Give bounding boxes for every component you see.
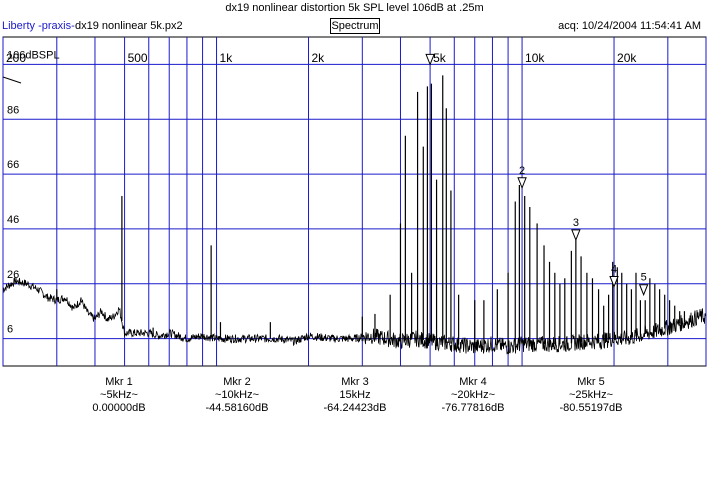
x-tick-label: 20k xyxy=(617,51,637,65)
x-tick-label: 500 xyxy=(128,51,148,65)
x-tick-label: 2k xyxy=(312,51,326,65)
y-tick-label: 86 xyxy=(7,104,19,116)
marker-readout-5: Mkr 5 ~25kHz~ -80.55197dB xyxy=(536,376,646,415)
x-tick-label: 1k xyxy=(220,51,234,65)
marker-name: Mkr 2 xyxy=(223,376,251,388)
y-tick-label: 46 xyxy=(7,214,19,226)
marker-readout-3: Mkr 3 15kHz -64.24423dB xyxy=(300,376,410,415)
marker-triangle xyxy=(517,177,527,190)
spectrum-plot: 200 500 1k 2k 5k 10k 20k 106dBSPL 86 66 46 26 6 2 3 4 5 xyxy=(2,36,707,367)
marker-name: Mkr 1 xyxy=(105,376,133,388)
y-tick-label: 106dBSPL xyxy=(7,49,60,61)
marker-frequency: ~5kHz~ xyxy=(100,389,138,401)
marker-label: 5 xyxy=(641,272,647,284)
y-tick-label: 66 xyxy=(7,159,19,171)
marker-label: 2 xyxy=(519,165,525,177)
marker-value: 0.00000dB xyxy=(92,402,146,414)
marker-frequency: 15kHz xyxy=(339,389,371,401)
marker-value: -80.55197dB xyxy=(559,402,623,414)
plot-frame xyxy=(2,36,707,367)
marker-name: Mkr 3 xyxy=(341,376,369,388)
marker-readout-4: Mkr 4 ~20kHz~ -76.77816dB xyxy=(418,376,528,415)
marker-triangle xyxy=(425,53,435,66)
x-tick-label: 5k xyxy=(433,51,447,65)
marker-label: 3 xyxy=(573,217,579,229)
reference-level-arrow xyxy=(2,76,22,84)
marker-label: 4 xyxy=(611,263,617,275)
file-name: dx19 nonlinear 5k.px2 xyxy=(75,20,183,32)
marker-readout-2: Mkr 2 ~10kHz~ -44.58160dB xyxy=(182,376,292,415)
app-name: Liberty -praxis- xyxy=(2,20,75,32)
chart-title: dx19 nonlinear distortion 5k SPL level 1… xyxy=(225,2,484,14)
acquisition-timestamp: acq: 10/24/2004 11:54:41 AM xyxy=(558,20,701,32)
marker-value: -76.77816dB xyxy=(441,402,505,414)
marker-triangle xyxy=(609,275,619,288)
spectrum-mode-button[interactable]: Spectrum xyxy=(330,18,380,34)
marker-triangle xyxy=(571,229,581,242)
marker-triangle xyxy=(638,284,649,297)
x-tick-label: 10k xyxy=(525,51,545,65)
marker-frequency: ~10kHz~ xyxy=(214,389,260,401)
spectrum-noise-floor xyxy=(2,276,707,355)
marker-frequency: ~20kHz~ xyxy=(450,389,496,401)
y-tick-label: 6 xyxy=(7,324,13,336)
y-tick-label: 26 xyxy=(7,269,19,281)
marker-value: -44.58160dB xyxy=(205,402,269,414)
marker-name: Mkr 5 xyxy=(577,376,605,388)
marker-readout-1: Mkr 1 ~5kHz~ 0.00000dB xyxy=(64,376,174,415)
x-tick-label: 200 xyxy=(6,51,26,65)
marker-frequency: ~25kHz~ xyxy=(568,389,614,401)
marker-value: -64.24423dB xyxy=(323,402,387,414)
marker-name: Mkr 4 xyxy=(459,376,487,388)
